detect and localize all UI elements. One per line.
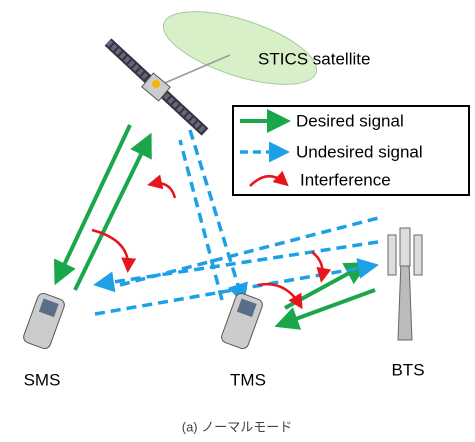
- phone-icon: [220, 292, 264, 350]
- legend-label: Interference: [300, 170, 391, 189]
- legend-label: Desired signal: [296, 111, 404, 130]
- phone-icon: [22, 292, 66, 350]
- legend-label: Undesired signal: [296, 142, 423, 161]
- caption: (a) ノーマルモード: [182, 419, 293, 434]
- diagram: STICS satellite Desired signal Undesired…: [0, 0, 475, 442]
- bts-tower: [388, 228, 422, 340]
- node-label: SMS: [24, 370, 61, 389]
- node-label: BTS: [391, 360, 424, 379]
- satellite-label: STICS satellite: [258, 49, 370, 68]
- node-label: TMS: [230, 370, 266, 389]
